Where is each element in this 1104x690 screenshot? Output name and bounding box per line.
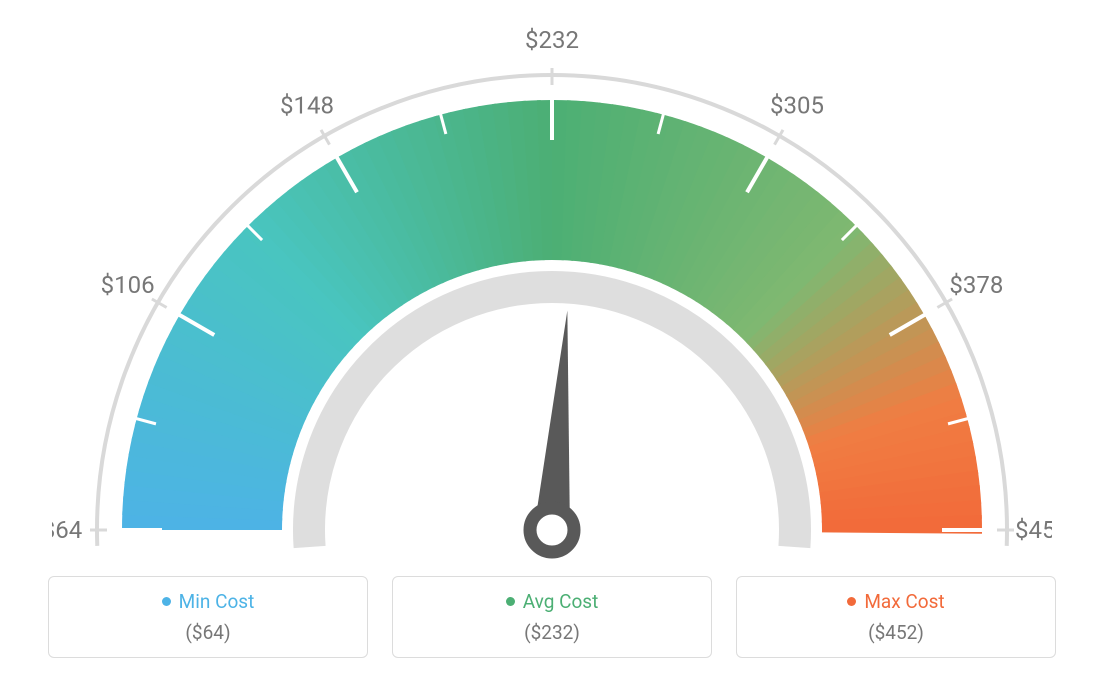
legend-value-max: ($452) xyxy=(868,621,924,644)
gauge-svg: $64 $106 $148 $232 $305 $378 $452 xyxy=(52,10,1052,570)
legend-label-min: Min Cost xyxy=(179,590,255,613)
legend-card-avg: Avg Cost ($232) xyxy=(392,576,712,658)
needle-hub xyxy=(530,508,574,552)
dot-avg xyxy=(506,597,515,606)
tick-label: $378 xyxy=(949,271,1003,299)
tick-label: $106 xyxy=(101,271,155,299)
dot-min xyxy=(162,597,171,606)
tick-label: $148 xyxy=(280,92,334,120)
tick-label: $232 xyxy=(525,26,579,54)
tick-label: $305 xyxy=(770,92,824,120)
tick-label: $452 xyxy=(1015,516,1052,544)
legend-label-max: Max Cost xyxy=(864,590,944,613)
legend-row: Min Cost ($64) Avg Cost ($232) Max Cost … xyxy=(48,576,1056,658)
legend-value-min: ($64) xyxy=(185,621,230,644)
legend-card-max: Max Cost ($452) xyxy=(736,576,1056,658)
legend-label-avg: Avg Cost xyxy=(523,590,599,613)
tick-label: $64 xyxy=(52,516,82,544)
legend-value-avg: ($232) xyxy=(524,621,580,644)
dot-max xyxy=(847,597,856,606)
legend-card-min: Min Cost ($64) xyxy=(48,576,368,658)
needle xyxy=(534,311,570,532)
cost-gauge: $64 $106 $148 $232 $305 $378 $452 xyxy=(52,10,1052,570)
